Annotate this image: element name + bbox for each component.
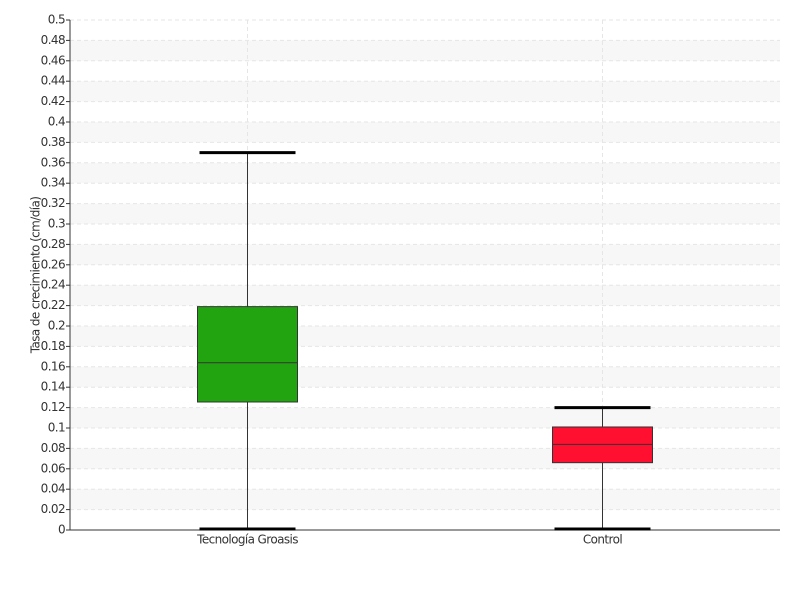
y-tick-label: 0.14 xyxy=(41,380,65,394)
grid-band xyxy=(70,448,780,469)
grid-band xyxy=(70,244,780,265)
y-tick-label: 0.46 xyxy=(41,53,65,67)
y-tick-label: 0.48 xyxy=(41,33,65,47)
grid-band xyxy=(70,81,780,102)
y-tick-label: 0.16 xyxy=(41,359,65,373)
y-tick-label: 0.3 xyxy=(48,217,65,231)
y-tick-label: 0.08 xyxy=(41,441,65,455)
grid-band xyxy=(70,162,780,184)
y-tick-label: 0.1 xyxy=(48,421,65,435)
grid-band xyxy=(70,326,780,347)
y-tick-label: 0.44 xyxy=(41,74,65,88)
box xyxy=(552,426,653,464)
y-tick-label: 0.38 xyxy=(41,135,65,149)
y-tick-label: 0.36 xyxy=(41,155,65,169)
grid-band xyxy=(70,122,780,143)
grid-band xyxy=(70,203,780,224)
y-tick-label: 0.12 xyxy=(41,400,65,414)
y-tick-label: 0.18 xyxy=(41,339,65,353)
y-tick-label: 0.32 xyxy=(41,196,65,210)
y-tick-label: 0.5 xyxy=(48,13,65,27)
y-tick-label: 0.02 xyxy=(41,502,65,516)
y-tick-label: 0.42 xyxy=(41,94,65,108)
y-tick-label: 0 xyxy=(58,523,65,537)
grid-band xyxy=(70,366,780,388)
y-tick-label: 0.06 xyxy=(41,461,65,475)
y-tick-label: 0.22 xyxy=(41,298,65,312)
y-tick-label: 0.24 xyxy=(41,278,65,292)
y-tick-label: 0.4 xyxy=(48,115,65,129)
grid-band xyxy=(70,489,780,510)
grid-band xyxy=(70,407,780,428)
grid-band xyxy=(70,40,780,61)
x-tick-label: Tecnología Groasis xyxy=(196,533,298,547)
y-tick-label: 0.2 xyxy=(48,319,65,333)
box xyxy=(197,306,298,403)
x-tick-label: Control xyxy=(583,533,622,547)
grid-band xyxy=(70,285,780,306)
y-tick-label: 0.34 xyxy=(41,176,65,190)
y-axis-label: Tasa de crecimiento (cm/día) xyxy=(29,197,43,355)
y-tick-label: 0.26 xyxy=(41,257,65,271)
y-tick-label: 0.04 xyxy=(41,482,65,496)
y-tick-label: 0.28 xyxy=(41,237,65,251)
